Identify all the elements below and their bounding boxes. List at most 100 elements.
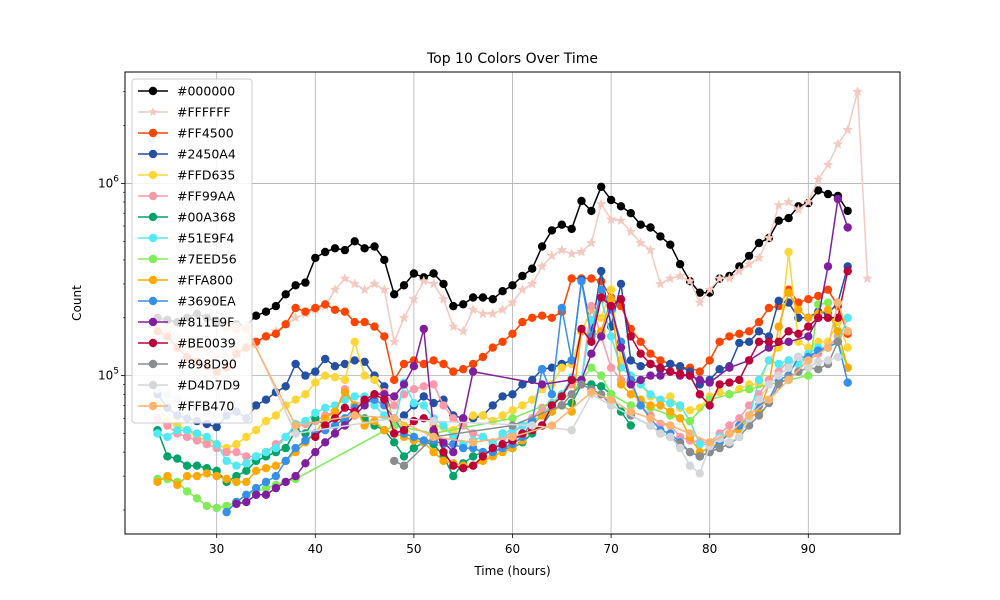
data-point <box>173 480 182 490</box>
data-point <box>222 456 231 466</box>
data-point <box>329 283 341 295</box>
data-point <box>251 311 261 320</box>
legend-marker <box>148 380 158 390</box>
data-point <box>311 303 320 313</box>
data-point <box>606 332 616 341</box>
data-point <box>459 464 468 473</box>
data-point <box>823 305 833 314</box>
data-point <box>388 336 400 347</box>
data-point <box>537 242 547 251</box>
data-point <box>654 278 666 289</box>
data-point <box>704 283 716 295</box>
data-point <box>419 401 428 410</box>
data-point <box>390 414 399 423</box>
data-point <box>291 421 300 430</box>
legend-marker <box>148 401 158 411</box>
data-point <box>567 375 576 385</box>
data-point <box>577 380 586 389</box>
data-point <box>705 401 714 410</box>
data-point <box>744 337 754 346</box>
data-point <box>350 317 359 327</box>
data-point <box>764 343 774 352</box>
data-point <box>754 317 764 327</box>
data-point <box>447 320 459 332</box>
data-point <box>321 403 330 412</box>
data-point <box>725 438 734 447</box>
data-point <box>557 303 566 313</box>
data-point <box>685 429 695 438</box>
data-point <box>744 356 754 365</box>
data-point <box>390 401 399 410</box>
data-point <box>192 471 202 481</box>
data-point <box>804 332 813 341</box>
data-point <box>301 307 310 316</box>
data-point <box>547 401 557 410</box>
data-point <box>695 390 704 399</box>
data-point <box>646 371 655 380</box>
legend-item: #7EED56 <box>138 252 237 267</box>
data-point <box>646 421 655 430</box>
legend-label: #FFB470 <box>177 399 234 414</box>
data-point <box>567 407 576 416</box>
data-point <box>173 426 182 435</box>
y-axis: 105 106 <box>98 91 125 511</box>
data-point <box>350 237 359 246</box>
data-point <box>784 213 793 223</box>
data-point <box>794 352 803 362</box>
data-point <box>281 477 290 487</box>
legend-label: #D4D7D9 <box>177 378 240 393</box>
data-point <box>705 356 714 365</box>
data-point <box>439 401 448 410</box>
data-point <box>528 264 537 273</box>
data-point <box>439 359 448 369</box>
data-point <box>498 287 507 296</box>
data-point <box>684 275 696 286</box>
data-point <box>606 195 616 205</box>
data-point <box>616 279 626 289</box>
data-point <box>321 247 330 257</box>
data-point <box>547 313 557 322</box>
data-point <box>192 429 202 438</box>
data-point <box>546 250 558 261</box>
data-point <box>380 255 389 265</box>
legend-item: #FF4500 <box>138 126 234 141</box>
data-point <box>576 246 587 257</box>
data-point <box>616 343 626 352</box>
data-point <box>606 295 616 304</box>
data-point <box>429 447 438 457</box>
data-point <box>804 371 813 380</box>
x-tick-label: 60 <box>505 542 520 556</box>
data-point <box>508 432 517 442</box>
legend-marker <box>148 107 158 116</box>
legend-label: #51E9F4 <box>177 231 234 246</box>
data-point <box>153 429 162 438</box>
data-point <box>439 421 448 430</box>
data-point <box>409 385 419 394</box>
data-point <box>321 421 330 430</box>
data-point <box>360 317 369 327</box>
legend-marker <box>148 170 158 180</box>
data-point <box>311 408 320 418</box>
data-point <box>429 356 438 365</box>
data-point <box>478 411 488 420</box>
data-point <box>537 365 547 374</box>
data-point <box>833 313 843 322</box>
data-point <box>202 469 211 478</box>
data-point <box>261 416 271 426</box>
data-point <box>409 398 419 408</box>
data-point <box>261 477 271 487</box>
data-point <box>626 380 635 389</box>
data-point <box>182 426 192 435</box>
data-point <box>330 407 340 416</box>
data-point <box>843 266 852 276</box>
x-tick-label: 30 <box>209 542 224 556</box>
data-point <box>212 471 221 481</box>
data-point <box>715 337 724 346</box>
legend-marker <box>148 338 158 348</box>
legend-label: #7EED56 <box>177 252 237 267</box>
data-point <box>577 196 586 206</box>
data-point <box>350 337 359 346</box>
data-point <box>763 232 775 243</box>
data-point <box>636 349 645 358</box>
legend-item: #000000 <box>138 84 235 99</box>
